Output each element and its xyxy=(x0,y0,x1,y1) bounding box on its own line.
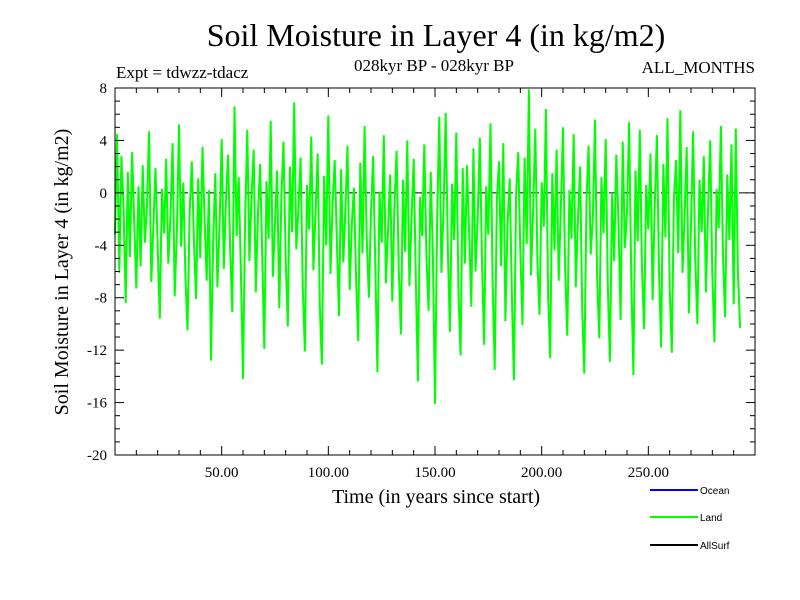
chart-subtitle: 028kyr BP - 028kyr BP xyxy=(354,56,514,75)
y-tick-label: 8 xyxy=(100,81,108,97)
x-tick-label: 150.00 xyxy=(414,465,455,481)
plot-frame xyxy=(114,87,756,456)
legend-label-ocean: Ocean xyxy=(700,486,729,497)
legend-label-land: Land xyxy=(700,513,722,524)
experiment-label: Expt = tdwzz-tdacz xyxy=(116,63,249,82)
x-tick-labels: 50.00 100.00 150.00 200.00 250.00 xyxy=(205,465,669,481)
y-tick-label: -4 xyxy=(95,238,108,254)
plot-area xyxy=(114,89,755,404)
chart-title: Soil Moisture in Layer 4 (in kg/m2) xyxy=(207,17,666,53)
y-tick-label: -20 xyxy=(87,448,107,464)
series-land-line xyxy=(114,89,742,404)
legend: Ocean Land AllSurf xyxy=(650,486,730,552)
y-tick-label: -16 xyxy=(87,396,107,412)
y-tick-label: -8 xyxy=(95,291,108,307)
x-tick-label: 250.00 xyxy=(628,465,669,481)
x-tick-label: 100.00 xyxy=(308,465,349,481)
x-axis-label: Time (in years since start) xyxy=(332,486,540,508)
legend-label-allsurf: AllSurf xyxy=(700,541,730,552)
y-tick-label: 0 xyxy=(100,186,108,202)
y-axis-label: Soil Moisture in Layer 4 (in kg/m2) xyxy=(51,129,73,416)
y-tick-label: -12 xyxy=(87,343,107,359)
period-label: ALL_MONTHS xyxy=(642,58,755,77)
y-tick-label: 4 xyxy=(100,133,108,149)
x-tick-label: 200.00 xyxy=(521,465,562,481)
y-tick-labels: 8 4 0 -4 -8 -12 -16 -20 xyxy=(87,81,108,464)
x-tick-label: 50.00 xyxy=(205,465,239,481)
